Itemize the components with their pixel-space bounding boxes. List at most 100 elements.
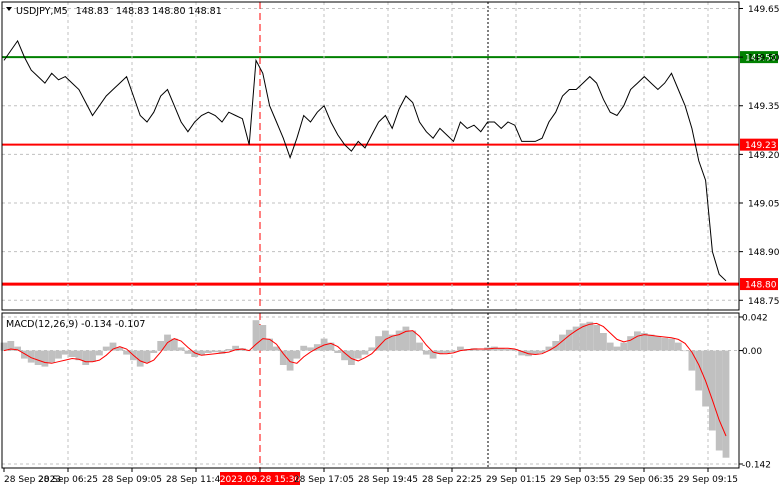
macd-histogram xyxy=(0,320,730,458)
macd-bar xyxy=(695,350,703,391)
macd-bar xyxy=(565,329,573,351)
y-tick-label: 149.20 xyxy=(748,151,780,161)
macd-bar xyxy=(232,345,239,351)
y-tick-label: 148.90 xyxy=(748,248,780,258)
macd-bar xyxy=(136,350,144,367)
macd-bar xyxy=(341,350,348,361)
macd-bar xyxy=(715,350,723,451)
macd-bar xyxy=(109,342,117,351)
macd-bar xyxy=(0,342,8,351)
macd-bar xyxy=(382,330,389,351)
macd-bar xyxy=(143,350,151,363)
macd-bar xyxy=(661,337,669,351)
y-axis: 149.65 149.50 149.35 149.20 149.05 148.90 148.… xyxy=(739,5,780,471)
macd-bar xyxy=(55,350,62,359)
macd-panel-header: MACD(12,26,9) -0.134 -0.107 xyxy=(6,319,145,330)
macd-bar xyxy=(102,346,110,351)
series-lines xyxy=(3,39,727,437)
macd-bar xyxy=(457,346,464,351)
collapse-triangle-icon[interactable] xyxy=(6,7,12,11)
macd-bar xyxy=(559,334,566,351)
ohlc-open: 148.83 xyxy=(76,6,109,17)
macd-bar xyxy=(123,350,130,355)
macd-bar xyxy=(606,342,614,351)
macd-bar xyxy=(545,346,553,351)
price-panel-frame xyxy=(1,1,740,311)
macd-bar xyxy=(184,350,192,354)
macd-bar xyxy=(218,350,226,354)
macd-bar xyxy=(82,350,90,365)
macd-bar xyxy=(307,347,314,351)
macd-bar xyxy=(511,349,519,351)
x-tick-label: 28 Sep 17:05 xyxy=(294,475,354,485)
price-level-label: 149.50 xyxy=(745,54,777,64)
macd-bar xyxy=(429,350,437,359)
macd-bar xyxy=(348,350,355,365)
x-tick-label: 29 Sep 03:55 xyxy=(550,475,610,485)
y-tick-label: 0.042 xyxy=(742,313,768,323)
macd-bar xyxy=(191,350,199,357)
macd-bar xyxy=(361,350,369,355)
y-tick-label: 148.75 xyxy=(748,297,780,307)
macd-bar xyxy=(722,350,730,458)
macd-bar xyxy=(647,334,655,351)
macd-bar xyxy=(600,333,607,351)
y-tick-label: 149.65 xyxy=(748,5,780,15)
macd-bar xyxy=(198,350,205,356)
x-tick-label: 29 Sep 01:15 xyxy=(486,475,546,485)
x-tick-label: 28 Sep 06:25 xyxy=(38,475,98,485)
signal-line xyxy=(3,322,727,437)
macd-bar xyxy=(225,349,233,351)
price-level-tag xyxy=(740,278,778,291)
highlight-time-label-bg xyxy=(220,472,300,485)
macd-bar xyxy=(531,350,539,355)
macd-bar xyxy=(252,320,260,351)
macd-bar xyxy=(96,350,103,356)
macd-bar xyxy=(688,350,696,371)
price-level-tag xyxy=(740,51,778,64)
macd-bar xyxy=(552,341,560,351)
macd-bar xyxy=(518,350,526,356)
macd-bar xyxy=(279,350,287,365)
y-tick-label: 149.35 xyxy=(748,102,780,112)
macd-bar xyxy=(61,350,69,355)
x-tick-label: 29 Sep 06:35 xyxy=(614,475,674,485)
macd-bar xyxy=(388,334,396,351)
x-tick-label-highlight: 2023.09.28 15:30 xyxy=(220,475,301,485)
macd-bar xyxy=(334,350,342,353)
macd-bar xyxy=(48,350,56,363)
macd-bar xyxy=(34,350,42,365)
macd-bar xyxy=(422,350,430,355)
price-level-label: 149.23 xyxy=(745,141,777,151)
x-tick-label: 28 Sep 19:45 xyxy=(358,475,418,485)
x-tick-label: 28 Sep 09:05 xyxy=(102,475,162,485)
macd-bar xyxy=(273,346,280,351)
macd-bar xyxy=(640,333,648,351)
macd-bar xyxy=(538,350,546,353)
price-level-label: 148.80 xyxy=(745,281,777,291)
macd-bar xyxy=(395,330,403,351)
macd-bar xyxy=(681,350,689,352)
ohlc-values: 148.83 148.80 148.81 xyxy=(116,6,222,17)
macd-bar xyxy=(504,349,512,351)
macd-bar xyxy=(286,350,294,371)
macd-bar xyxy=(170,338,178,351)
x-tick-label: 28 Sep 11:45 xyxy=(166,475,226,485)
macd-bar xyxy=(368,347,376,351)
macd-panel-frame xyxy=(1,312,740,469)
macd-bar xyxy=(702,350,709,407)
macd-bar xyxy=(211,350,219,353)
macd-bar xyxy=(668,338,675,351)
macd-bar xyxy=(89,350,96,362)
macd-bar xyxy=(300,345,308,351)
macd-bar xyxy=(375,336,382,351)
macd-bar xyxy=(266,338,273,351)
macd-bar xyxy=(354,350,362,359)
macd-bar xyxy=(586,321,594,351)
macd-bar xyxy=(21,350,28,359)
macd-bar xyxy=(327,342,335,351)
macd-bar xyxy=(409,330,417,351)
